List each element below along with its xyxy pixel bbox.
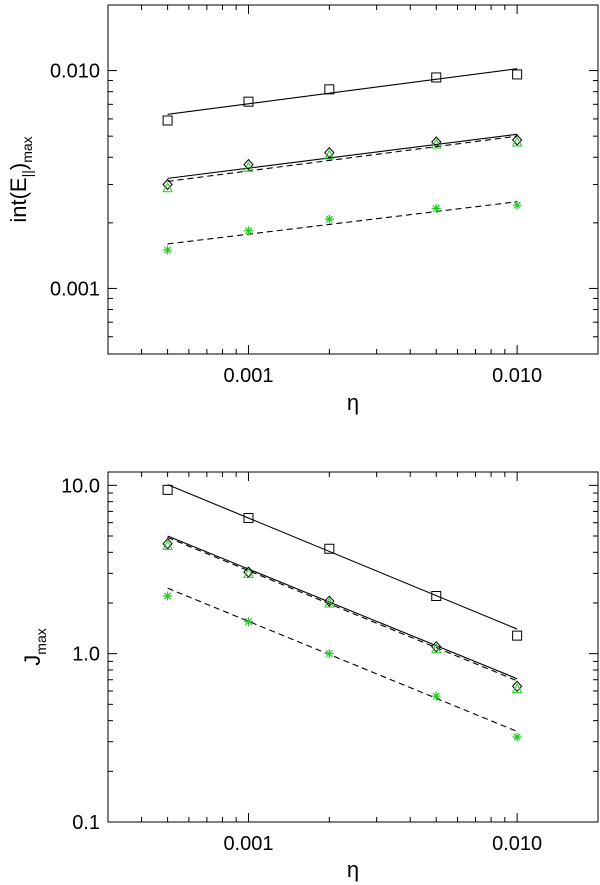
plot-frame — [107, 4, 599, 355]
square-point — [243, 512, 254, 523]
series-diamond — [162, 537, 523, 693]
diamond-point — [431, 136, 442, 148]
y-tick-label: 0.010 — [50, 61, 100, 83]
y-axis-label-main: J — [20, 655, 45, 666]
asterisk-point — [324, 214, 334, 224]
x-tick-label: 0.001 — [223, 833, 273, 855]
square-point — [324, 543, 335, 554]
fit-line-1 — [167, 484, 518, 630]
x-axis-label: η — [347, 857, 359, 882]
square-point — [162, 115, 173, 126]
asterisk-point — [163, 591, 173, 601]
series-asterisk — [163, 200, 522, 255]
triangle-point — [324, 597, 335, 608]
triangle-point — [511, 136, 523, 147]
square-point — [243, 96, 254, 107]
y-axis-label-subscript-2: max — [19, 136, 35, 162]
asterisk-point — [512, 200, 522, 210]
fit-line-2 — [167, 133, 518, 179]
diamond-point — [243, 158, 254, 171]
fit-line-4 — [167, 201, 518, 245]
triangle-point — [430, 643, 442, 654]
asterisk-point — [243, 226, 253, 236]
asterisk-point — [243, 617, 253, 627]
x-tick-label: 0.010 — [492, 365, 542, 387]
diamond-point — [162, 537, 173, 550]
square-point — [431, 591, 442, 602]
asterisk-point — [324, 649, 334, 659]
triangle-point — [430, 138, 442, 149]
diamond-point — [324, 595, 335, 607]
y-axis-label-subscript: max — [33, 628, 49, 654]
square-point — [162, 484, 173, 495]
triangle-point — [511, 683, 523, 694]
triangle-point — [243, 161, 254, 172]
diamond-point — [511, 134, 523, 146]
chart-panel-2: 0.001 0.010 0.1 1.0 10.0 η Jmax — [20, 471, 599, 882]
fit-line-3 — [167, 135, 518, 182]
plot-frame — [107, 471, 599, 823]
series-asterisk — [163, 591, 522, 742]
triangle-point — [162, 539, 173, 550]
y-tick-label: 0.1 — [72, 812, 100, 834]
square-point — [512, 630, 523, 641]
fit-line-4 — [167, 587, 518, 732]
fit-line-1 — [167, 68, 518, 115]
triangle-point — [243, 567, 254, 578]
asterisk-point — [512, 732, 522, 742]
y-axis-label-main: int(E — [6, 177, 31, 222]
fit-line-3 — [167, 536, 518, 682]
y-axis-label: Jmax — [20, 628, 49, 665]
x-tick-label: 0.010 — [492, 833, 542, 855]
fit-line-2 — [167, 535, 518, 680]
diamond-point — [324, 146, 335, 159]
diamond-point — [431, 640, 442, 653]
x-axis-label: η — [347, 390, 359, 415]
series-diamond — [162, 134, 523, 191]
triangle-point — [324, 149, 335, 160]
asterisk-point — [431, 691, 441, 701]
y-axis-label-close: ) — [6, 163, 31, 170]
series-square — [162, 484, 523, 641]
square-point — [512, 69, 523, 80]
y-tick-label: 1.0 — [72, 644, 100, 666]
y-tick-label: 0.001 — [50, 278, 100, 300]
y-axis-label-subscript: || — [19, 170, 35, 177]
asterisk-point — [163, 245, 173, 255]
diamond-point — [511, 680, 523, 693]
square-point — [324, 84, 335, 95]
chart-panel-1: 0.001 0.010 0.001 0.010 η int(E||)max — [6, 4, 599, 415]
series-triangle — [162, 136, 523, 193]
asterisk-point — [431, 203, 441, 213]
x-tick-label: 0.001 — [223, 365, 273, 387]
y-axis-label: int(E||)max — [6, 136, 35, 222]
square-point — [431, 72, 442, 83]
diamond-point — [162, 178, 173, 191]
triangle-point — [162, 182, 173, 193]
series-triangle — [162, 539, 523, 694]
series-square — [162, 69, 523, 126]
y-tick-label: 10.0 — [61, 475, 100, 497]
